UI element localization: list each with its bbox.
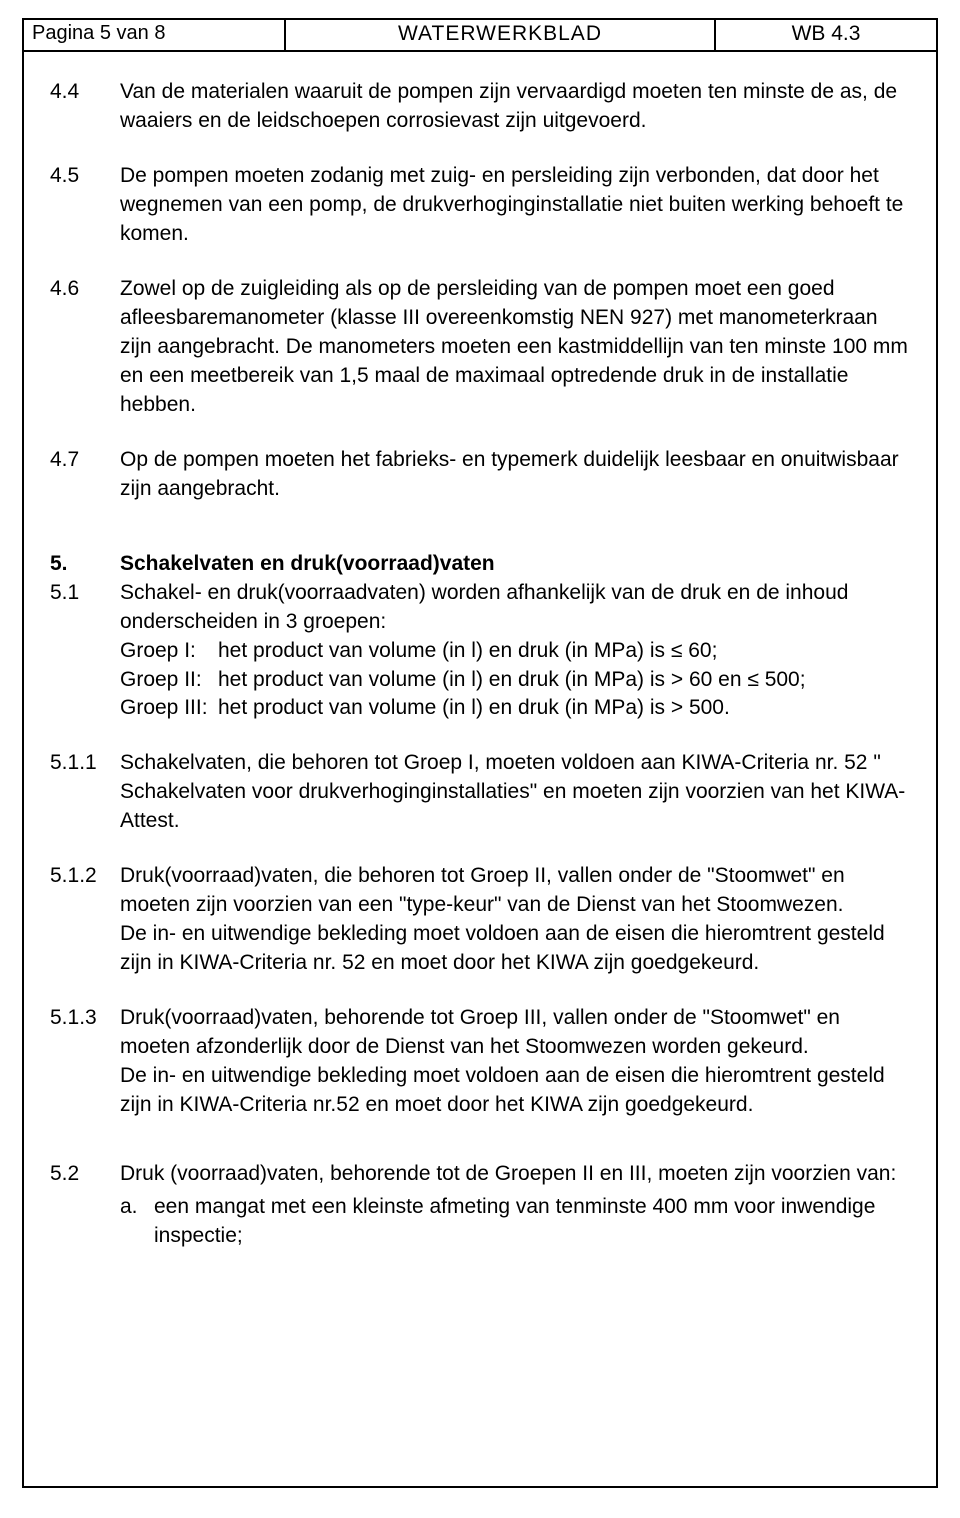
section-intro: Schakel- en druk(voorraadvaten) worden a… (120, 579, 910, 637)
group-label: Groep III: (120, 694, 218, 723)
group-label: Groep II: (120, 666, 218, 695)
group-row-2: Groep II: het product van volume (in l) … (120, 666, 910, 695)
group-text: het product van volume (in l) en druk (i… (218, 666, 910, 695)
section-text: Druk(voorraad)vaten, die behoren tot Gro… (120, 862, 910, 978)
sub-list: a. een mangat met een kleinste afmeting … (120, 1193, 910, 1251)
list-text: een mangat met een kleinste afmeting van… (154, 1193, 910, 1251)
section-4-5: 4.5 De pompen moeten zodanig met zuig- e… (50, 162, 910, 249)
section-4-4: 4.4 Van de materialen waaruit de pompen … (50, 78, 910, 136)
section-text: Zowel op de zuigleiding als op de persle… (120, 275, 910, 420)
section-number: 4.4 (50, 78, 120, 136)
section-number: 5.1 (50, 579, 120, 724)
document-page: www.infodwi.nl Pagina 5 van 8 WATERWERKB… (0, 0, 960, 1518)
section-4-7: 4.7 Op de pompen moeten het fabrieks- en… (50, 446, 910, 504)
page-border: Pagina 5 van 8 WATERWERKBLAD WB 4.3 4.4 … (22, 18, 938, 1488)
group-label: Groep I: (120, 637, 218, 666)
section-5-heading: 5. Schakelvaten en druk(voorraad)vaten (50, 550, 910, 579)
section-heading-text: Schakelvaten en druk(voorraad)vaten (120, 550, 910, 579)
list-letter: a. (120, 1193, 154, 1251)
page-header: Pagina 5 van 8 WATERWERKBLAD WB 4.3 (24, 20, 936, 52)
group-row-1: Groep I: het product van volume (in l) e… (120, 637, 910, 666)
section-body: Schakel- en druk(voorraadvaten) worden a… (120, 579, 910, 724)
section-5-1-2: 5.1.2 Druk(voorraad)vaten, die behoren t… (50, 862, 910, 978)
section-5-1: 5.1 Schakel- en druk(voorraadvaten) word… (50, 579, 910, 724)
header-page-number: Pagina 5 van 8 (24, 20, 286, 50)
page-content: 4.4 Van de materialen waaruit de pompen … (24, 52, 936, 1253)
header-code: WB 4.3 (716, 20, 936, 50)
section-number: 5. (50, 550, 120, 579)
header-title: WATERWERKBLAD (286, 20, 716, 50)
section-number: 5.1.2 (50, 862, 120, 978)
section-number: 5.2 (50, 1160, 120, 1253)
section-5-1-1: 5.1.1 Schakelvaten, die behoren tot Groe… (50, 749, 910, 836)
group-row-3: Groep III: het product van volume (in l)… (120, 694, 910, 723)
group-text: het product van volume (in l) en druk (i… (218, 694, 910, 723)
section-text: De pompen moeten zodanig met zuig- en pe… (120, 162, 910, 249)
section-body: Druk (voorraad)vaten, behorende tot de G… (120, 1160, 910, 1253)
section-number: 4.7 (50, 446, 120, 504)
section-intro: Druk (voorraad)vaten, behorende tot de G… (120, 1160, 910, 1189)
section-4-6: 4.6 Zowel op de zuigleiding als op de pe… (50, 275, 910, 420)
section-number: 5.1.1 (50, 749, 120, 836)
group-text: het product van volume (in l) en druk (i… (218, 637, 910, 666)
list-item: a. een mangat met een kleinste afmeting … (120, 1193, 910, 1251)
section-text: Druk(voorraad)vaten, behorende tot Groep… (120, 1004, 910, 1120)
section-5-2: 5.2 Druk (voorraad)vaten, behorende tot … (50, 1160, 910, 1253)
section-text: Schakelvaten, die behoren tot Groep I, m… (120, 749, 910, 836)
section-number: 5.1.3 (50, 1004, 120, 1120)
section-text: Van de materialen waaruit de pompen zijn… (120, 78, 910, 136)
section-number: 4.5 (50, 162, 120, 249)
section-5-1-3: 5.1.3 Druk(voorraad)vaten, behorende tot… (50, 1004, 910, 1120)
section-text: Op de pompen moeten het fabrieks- en typ… (120, 446, 910, 504)
section-number: 4.6 (50, 275, 120, 420)
